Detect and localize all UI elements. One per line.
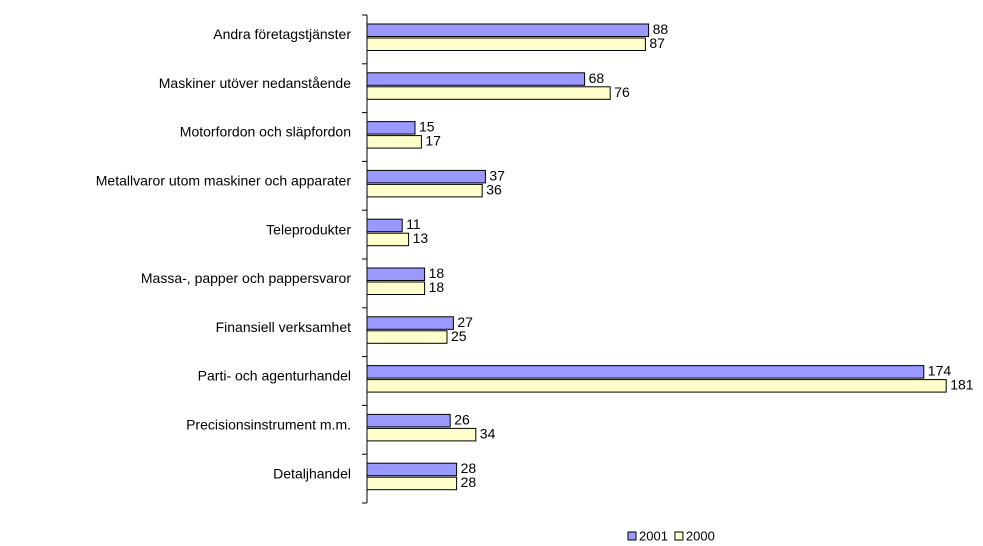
category-label: Massa-, papper och pappersvaror [141, 270, 351, 286]
bar [366, 476, 458, 491]
data-label: 28 [461, 460, 477, 476]
data-label: 18 [429, 279, 445, 295]
legend-label: 2001 [639, 528, 668, 543]
data-label: 11 [406, 216, 421, 232]
legend-swatch [627, 531, 637, 541]
data-label: 13 [413, 230, 429, 246]
bar [366, 183, 483, 198]
category-label: Maskiner utöver nedanstående [159, 75, 351, 91]
category-label: Metallvaror utom maskiner och apparater [96, 173, 352, 189]
data-label: 25 [451, 328, 467, 344]
category-label: Finansiell verksamhet [216, 319, 351, 335]
data-label: 27 [457, 314, 473, 330]
category-label: Motorfordon och släpfordon [180, 124, 351, 140]
bar [366, 379, 947, 393]
bar [366, 72, 586, 86]
data-label: 28 [461, 474, 477, 490]
data-label: 26 [454, 411, 470, 427]
category-label: Precisionsinstrument m.m. [186, 417, 351, 433]
bar [366, 37, 646, 51]
data-label: 174 [928, 363, 952, 379]
data-label: 15 [419, 119, 435, 135]
category-label: Teleprodukter [266, 221, 351, 237]
bar [366, 267, 426, 281]
data-label: 88 [653, 21, 669, 37]
bar [366, 427, 477, 442]
bar [366, 462, 458, 477]
legend-swatch [674, 531, 684, 541]
bar [366, 232, 410, 247]
bar [366, 169, 486, 184]
data-label: 37 [489, 167, 505, 183]
bar [366, 281, 426, 295]
bar [366, 135, 422, 149]
data-label: 76 [614, 84, 630, 100]
data-label: 34 [480, 425, 496, 441]
bar [366, 218, 403, 233]
bar [366, 86, 611, 100]
bar [366, 365, 925, 379]
bar [366, 413, 451, 428]
data-label: 17 [425, 133, 441, 149]
data-label: 181 [950, 377, 974, 393]
category-label: Detaljhandel [273, 465, 351, 481]
bar [366, 330, 448, 344]
category-label: Andra företagstjänster [213, 26, 351, 42]
data-label: 68 [589, 70, 605, 86]
data-label: 18 [429, 265, 445, 281]
data-label: 87 [649, 35, 665, 51]
data-label: 36 [486, 181, 502, 197]
bar [366, 316, 454, 330]
bar [366, 23, 650, 37]
bar [366, 121, 416, 135]
legend-label: 2000 [686, 528, 715, 543]
category-label: Parti- och agenturhandel [198, 368, 351, 384]
